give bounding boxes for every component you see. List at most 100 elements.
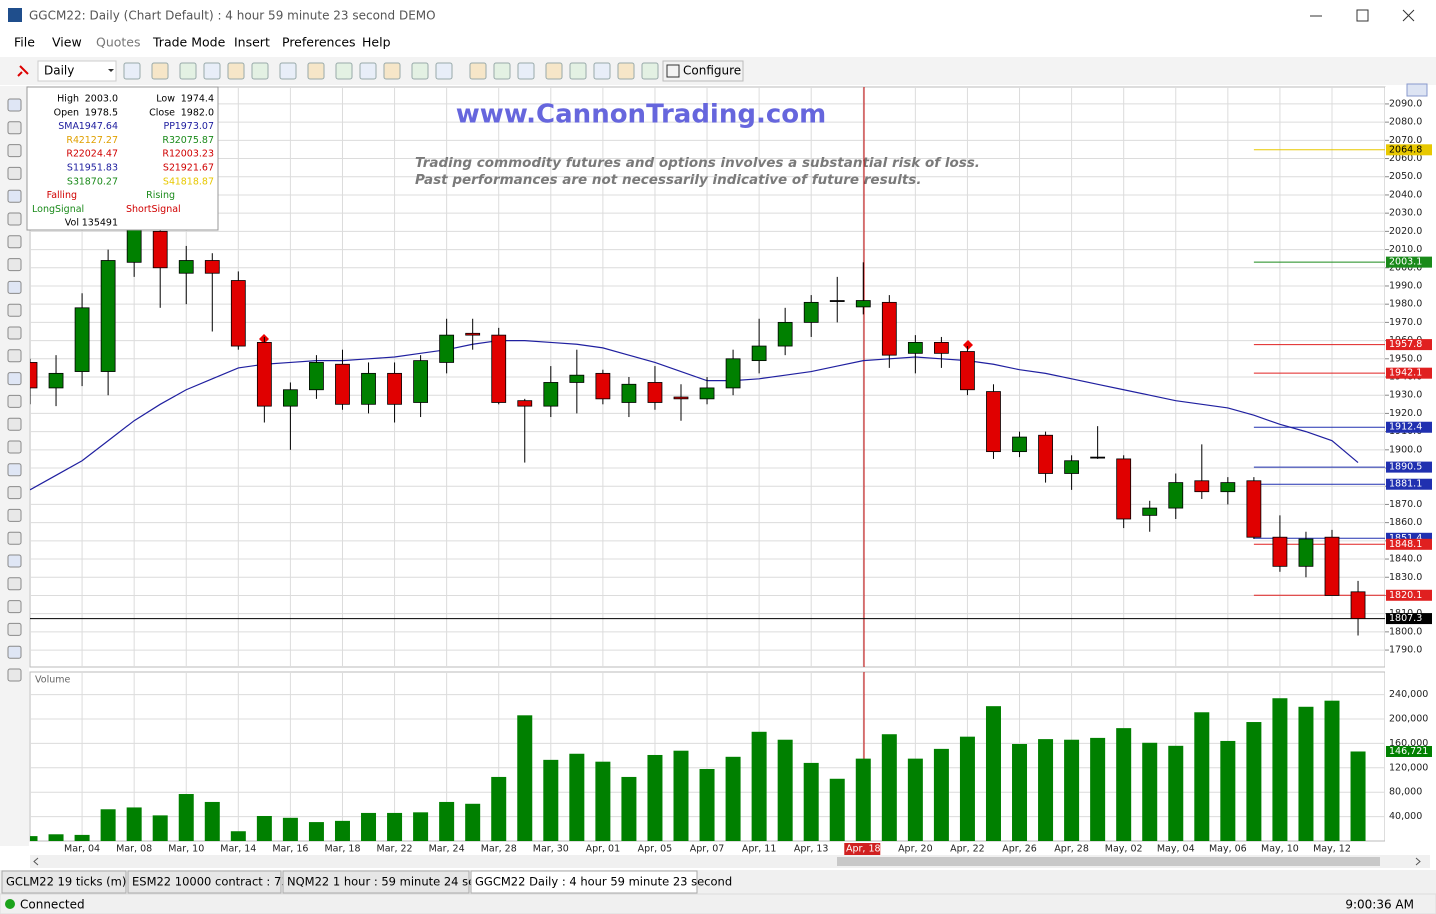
x-tick-label: Mar, 24: [429, 844, 465, 855]
level-box: [1386, 478, 1432, 490]
scroll-thumb[interactable]: [837, 857, 1380, 866]
y-tick-label: 2040.0: [1389, 189, 1422, 200]
info-value: 2024.47: [79, 149, 118, 160]
toolbar-button[interactable]: [517, 62, 535, 80]
menu-item[interactable]: File: [14, 35, 35, 50]
toolbar-button[interactable]: [411, 62, 429, 80]
info-label: Close: [149, 107, 175, 118]
tool-button[interactable]: [7, 486, 22, 500]
scroll-right[interactable]: [1415, 857, 1421, 866]
x-tick-label: Apr, 28: [1054, 844, 1089, 855]
tool-button[interactable]: [7, 372, 22, 386]
info-signal: Falling: [47, 190, 77, 201]
toolbar-icons: [123, 62, 659, 80]
toolbar-button[interactable]: [641, 62, 659, 80]
tool-button[interactable]: [7, 212, 22, 226]
collapse-button[interactable]: [1406, 83, 1428, 97]
x-tick-label: Mar, 14: [220, 844, 256, 855]
toolbar-button[interactable]: [279, 62, 297, 80]
volume-bar: [543, 759, 559, 841]
tool-button[interactable]: [7, 645, 22, 659]
x-tick-label: Mar, 08: [116, 844, 152, 855]
tool-button[interactable]: [7, 326, 22, 340]
toolbar-button[interactable]: [469, 62, 487, 80]
toolbar-button[interactable]: [383, 62, 401, 80]
candle-body: [855, 300, 871, 308]
tool-button[interactable]: [7, 622, 22, 636]
toolbar-button[interactable]: [545, 62, 563, 80]
volume-grid: [30, 672, 1385, 841]
volume-bar: [1350, 751, 1366, 841]
tool-button[interactable]: [7, 600, 22, 614]
toolbar-button[interactable]: [569, 62, 587, 80]
tool-button[interactable]: [7, 554, 22, 568]
tool-button[interactable]: [7, 349, 22, 363]
selected-date-box: [844, 843, 881, 855]
tool-button[interactable]: [7, 121, 22, 135]
volume-bar: [74, 834, 90, 841]
level-label: 1851.4: [1389, 533, 1422, 544]
toolbar-button[interactable]: [203, 62, 221, 80]
close-button[interactable]: [1402, 9, 1415, 22]
volume-bar: [1272, 698, 1288, 841]
tool-button[interactable]: [7, 189, 22, 203]
configure-button[interactable]: [662, 60, 744, 82]
candle-body: [1168, 482, 1184, 509]
tool-button[interactable]: [7, 303, 22, 317]
tab[interactable]: [282, 870, 470, 894]
toolbar-button[interactable]: [179, 62, 197, 80]
maximize-button[interactable]: [1356, 9, 1369, 22]
volume-bar: [282, 817, 298, 841]
tool-button[interactable]: [7, 258, 22, 272]
tool-button[interactable]: [7, 531, 22, 545]
tool-button[interactable]: [7, 577, 22, 591]
tab[interactable]: [127, 870, 282, 894]
menu-item[interactable]: Trade Mode: [152, 35, 226, 50]
tool-button[interactable]: [7, 235, 22, 249]
tab[interactable]: [1, 870, 127, 894]
tab[interactable]: [470, 870, 698, 894]
tool-button[interactable]: [7, 98, 22, 112]
interval-select[interactable]: [37, 60, 117, 82]
toolbar-button[interactable]: [227, 62, 245, 80]
toolbar-button[interactable]: [123, 62, 141, 80]
volume-bar: [777, 739, 793, 841]
toolbar-button[interactable]: [435, 62, 453, 80]
toolbar-button[interactable]: [251, 62, 269, 80]
menu-item[interactable]: View: [52, 35, 82, 50]
toolbar-button[interactable]: [617, 62, 635, 80]
tool-button[interactable]: [7, 394, 22, 408]
menu-item[interactable]: Help: [362, 35, 391, 50]
toolbar-button[interactable]: [359, 62, 377, 80]
volume-bar: [230, 831, 246, 841]
y-tick-label: 2010.0: [1389, 244, 1422, 255]
menu-item[interactable]: Insert: [234, 35, 270, 50]
pin-icon[interactable]: [17, 65, 29, 77]
info-value: 1921.67: [175, 163, 214, 174]
volume-bar: [491, 776, 507, 841]
toolbar-button[interactable]: [307, 62, 325, 80]
tool-button[interactable]: [7, 440, 22, 454]
toolbar-button[interactable]: [335, 62, 353, 80]
volume-bar: [829, 778, 845, 841]
tool-button[interactable]: [7, 280, 22, 294]
candle-body: [1194, 480, 1210, 493]
toolbar-button[interactable]: [151, 62, 169, 80]
level-label: 1942.1: [1389, 368, 1422, 379]
volume-bar: [361, 812, 377, 841]
menu-item[interactable]: Preferences: [282, 35, 356, 50]
tool-button[interactable]: [7, 508, 22, 522]
tool-button[interactable]: [7, 668, 22, 682]
tool-button[interactable]: [7, 166, 22, 180]
tool-button[interactable]: [7, 417, 22, 431]
menu-item[interactable]: Quotes: [96, 35, 141, 50]
scroll-left[interactable]: [33, 857, 39, 866]
configure-icon: [666, 64, 680, 78]
info-value: 1973.07: [175, 121, 214, 132]
toolbar-button[interactable]: [593, 62, 611, 80]
volume-bar: [1246, 722, 1262, 841]
y-tick-label: 1870.0: [1389, 499, 1422, 510]
tool-button[interactable]: [7, 463, 22, 477]
toolbar-button[interactable]: [493, 62, 511, 80]
tool-button[interactable]: [7, 144, 22, 158]
